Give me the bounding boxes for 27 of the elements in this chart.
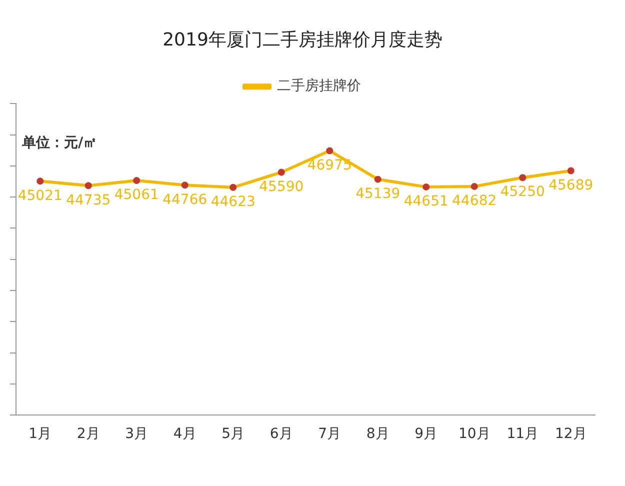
data-label: 45689	[548, 177, 594, 194]
data-label: 44735	[66, 192, 111, 208]
data-label: 46975	[307, 157, 352, 174]
data-label: 45061	[114, 187, 159, 204]
x-tick-label: 3月	[125, 426, 148, 442]
data-label: 44623	[210, 194, 256, 210]
legend-label: 二手房挂牌价	[277, 78, 361, 94]
annotation: 单位：元/㎡	[21, 135, 98, 152]
x-tick-label: 4月	[173, 426, 196, 442]
data-label: 45250	[500, 184, 545, 200]
x-tick-label: 10月	[458, 426, 490, 442]
chart-title: 2019年厦门二手房挂牌价月度走势	[162, 29, 442, 50]
data-label: 45021	[18, 188, 62, 204]
data-label: 44766	[162, 192, 208, 208]
data-label: 45139	[356, 186, 400, 202]
data-label: 44651	[404, 194, 448, 210]
x-tick-label: 6月	[270, 426, 293, 442]
data-label: 44682	[452, 193, 497, 210]
x-tick-label: 9月	[414, 426, 438, 442]
x-tick-label: 8月	[366, 426, 390, 442]
x-tick-label: 1月	[28, 426, 52, 442]
x-tick-label: 7月	[318, 426, 342, 442]
x-tick-label: 2月	[76, 426, 100, 442]
x-tick-label: 12月	[554, 426, 587, 442]
x-tick-label: 5月	[222, 426, 245, 442]
data-label: 45590	[259, 178, 304, 195]
x-tick-label: 11月	[506, 426, 539, 442]
